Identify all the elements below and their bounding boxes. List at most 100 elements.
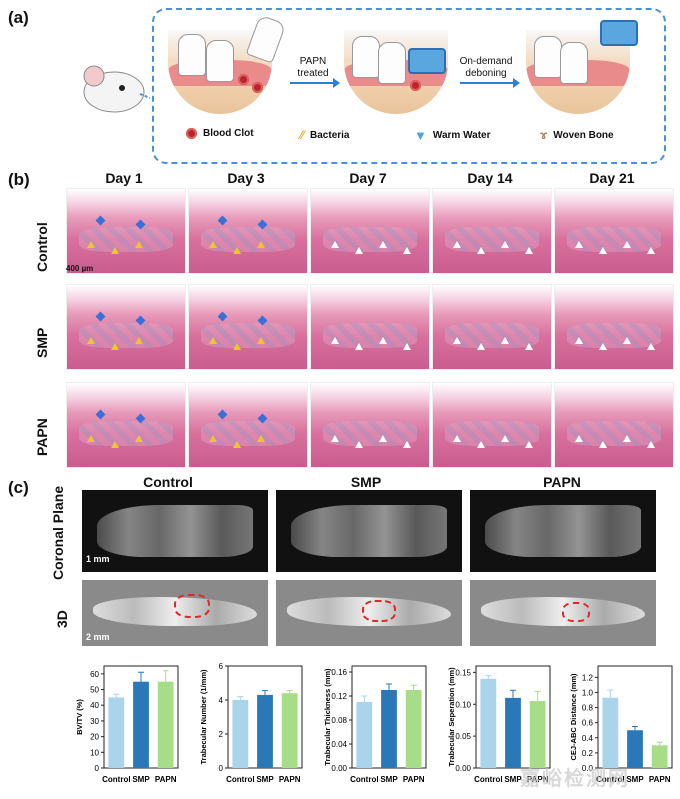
star-marker <box>95 409 106 420</box>
blood-clot-icon <box>186 128 197 139</box>
y-tick-label: 10 <box>90 748 99 757</box>
arrowhead-marker <box>647 441 655 448</box>
x-tick-label: SMP <box>626 775 644 784</box>
arrowhead-marker <box>453 241 461 248</box>
arrowhead-marker <box>477 247 485 254</box>
y-tick-label: 60 <box>90 670 99 679</box>
x-tick-label: Control <box>350 775 378 784</box>
arrowhead-marker <box>501 241 509 248</box>
arrowhead-marker <box>135 241 143 248</box>
arrowhead-marker <box>453 337 461 344</box>
bar-chart: 0.00 0.04 0.08 0.12 0.16 Trabecular Thickness… <box>294 660 430 799</box>
bar-papn <box>529 701 546 768</box>
bar-control <box>602 697 619 768</box>
arrowhead-marker <box>403 343 411 350</box>
error-bar <box>632 725 638 731</box>
histology-image <box>554 382 674 468</box>
arrowhead-marker <box>501 337 509 344</box>
extraction-scene <box>168 30 272 114</box>
x-tick-label: PAPN <box>279 775 301 784</box>
bar-papn <box>405 690 422 768</box>
error-bar <box>138 671 144 682</box>
histology-image <box>66 382 186 468</box>
x-tick-label: Control <box>226 775 254 784</box>
y-tick-label: 0.10 <box>455 700 471 709</box>
arrowhead-marker <box>575 435 583 442</box>
y-tick-label: 0.08 <box>331 716 347 725</box>
day-header: Day 21 <box>589 170 635 186</box>
bar-smp <box>505 697 521 768</box>
arrowhead-marker <box>403 247 411 254</box>
error-bar <box>410 684 417 690</box>
bar-chart: 0.0 0.2 0.4 0.6 0.8 1.0 1.2 CEJ-ABC Distance (m… <box>540 660 676 799</box>
ct-image-control: 1 mm <box>82 490 268 572</box>
y-axis-label: Trabecular Number (1/mm) <box>199 669 208 765</box>
arrowhead-marker <box>257 241 265 248</box>
arrowhead-marker <box>379 435 387 442</box>
y-axis-label: BV/TV (%) <box>75 699 84 735</box>
star-marker <box>217 409 228 420</box>
y-tick-label: 50 <box>90 686 99 695</box>
arrowhead-marker <box>525 343 533 350</box>
treated-scene <box>344 30 448 114</box>
histology-image <box>310 284 430 370</box>
histology-image <box>188 382 308 468</box>
y-tick-label: 20 <box>90 733 99 742</box>
arrowhead-marker <box>111 343 119 350</box>
arrowhead-marker <box>87 337 95 344</box>
star-marker <box>257 413 268 424</box>
arrowhead-marker <box>477 343 485 350</box>
y-tick-label: 40 <box>90 701 99 710</box>
arrowhead-marker <box>355 247 363 254</box>
y-tick-label: 1.2 <box>582 673 594 682</box>
arrowhead-marker <box>379 241 387 248</box>
arrowhead-marker <box>525 441 533 448</box>
error-bar <box>485 675 492 679</box>
y-tick-label: 0.12 <box>331 692 347 701</box>
arrowhead-marker <box>403 441 411 448</box>
arrowhead-marker <box>501 435 509 442</box>
woven-bone-icon: ɤ <box>540 128 548 142</box>
star-marker <box>257 315 268 326</box>
star-marker <box>217 311 228 322</box>
arrow2 <box>460 78 520 88</box>
histology-image <box>432 188 552 274</box>
bar-smp <box>257 694 273 768</box>
3d-scale-label: 2 mm <box>86 632 110 642</box>
error-bar <box>286 690 293 694</box>
bar-control <box>356 702 373 768</box>
bar-control <box>232 700 249 768</box>
arrowhead-marker <box>599 343 607 350</box>
histology-image <box>66 284 186 370</box>
bar-chart: 0 10 20 30 40 50 60 BV/TV (%) Control SMP PAPN <box>46 660 182 799</box>
y-tick-label: 6 <box>219 662 224 671</box>
arrow2-label: On-demand deboning <box>459 56 513 79</box>
bar-smp <box>627 730 643 768</box>
y-tick-label: 0.4 <box>582 734 594 743</box>
legend-woven-bone: ɤ Woven Bone <box>540 128 614 142</box>
histology-image <box>188 284 308 370</box>
bar-chart: 0.00 0.05 0.10 0.15 Trabecular Seperation (m… <box>418 660 554 799</box>
arrowhead-marker <box>623 435 631 442</box>
day-header: Day 3 <box>227 170 265 186</box>
warm-water-cup <box>600 20 638 46</box>
debonded-scene <box>526 30 630 114</box>
x-tick-label: Control <box>474 775 502 784</box>
y-tick-label: 0.2 <box>582 749 594 758</box>
star-marker <box>95 311 106 322</box>
blood-clot-icon <box>238 74 249 85</box>
x-tick-label: SMP <box>132 775 150 784</box>
legend-warm-water: ▼ Warm Water <box>414 128 491 143</box>
arrowhead-marker <box>111 247 119 254</box>
histology-image <box>554 284 674 370</box>
star-marker <box>217 215 228 226</box>
error-bar <box>656 741 663 746</box>
arrowhead-marker <box>257 337 265 344</box>
group-header-control: Control <box>143 474 193 490</box>
3d-image-smp <box>276 580 462 646</box>
star-marker <box>135 413 146 424</box>
x-tick-label: SMP <box>504 775 522 784</box>
arrowhead-marker <box>355 441 363 448</box>
y-tick-label: 0.05 <box>455 732 471 741</box>
y-tick-label: 0 <box>219 764 224 773</box>
